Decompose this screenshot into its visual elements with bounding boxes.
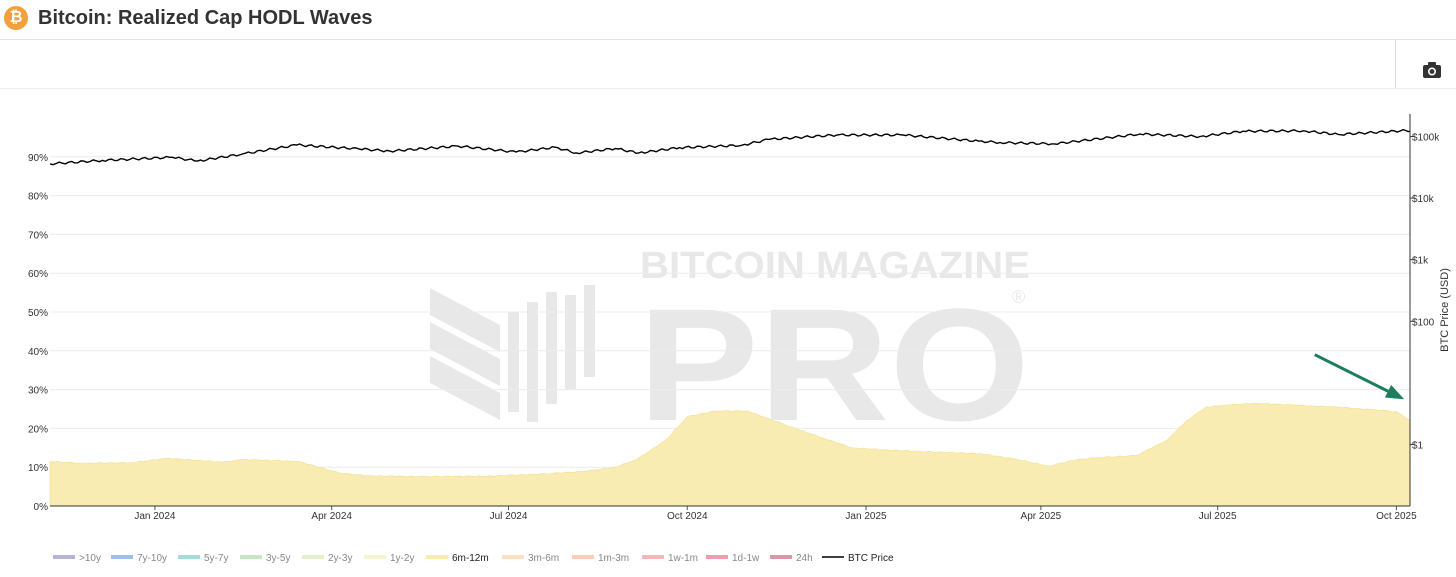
y-tick-label: 40% [28, 347, 48, 358]
legend-item[interactable]: 5y-7y [178, 553, 228, 564]
legend-label: 2y-3y [328, 553, 352, 564]
y-tick-label: 30% [28, 386, 48, 397]
legend-item[interactable]: 1y-2y [364, 553, 414, 564]
legend-item[interactable]: 24h [770, 553, 813, 564]
y-tick-label: 70% [28, 230, 48, 241]
legend-item[interactable]: BTC Price [822, 553, 894, 564]
legend-label: 6m-12m [452, 553, 489, 564]
series-layer [49, 128, 1411, 507]
y2-tick-label: $100k [1412, 133, 1440, 144]
annotation-arrow-shaft [1314, 353, 1389, 393]
legend-item[interactable]: >10y [53, 553, 101, 564]
watermark-registered-mark: ® [1012, 287, 1025, 307]
legend-label: 3y-5y [266, 553, 290, 564]
legend-item[interactable]: 6m-12m [426, 553, 489, 564]
annotation-arrow-head [1384, 385, 1405, 400]
btc-price-line [49, 128, 1411, 166]
legend-item[interactable]: 1w-1m [642, 553, 698, 564]
y2-axis-title: BTC Price (USD) [1439, 268, 1451, 352]
watermark-logo-icon [430, 285, 595, 422]
watermark-line1: BITCOIN MAGAZINE [640, 245, 1030, 287]
legend-item[interactable]: 3m-6m [502, 553, 559, 564]
camera-icon[interactable] [1421, 60, 1443, 80]
legend-label: 1m-3m [598, 553, 629, 564]
hodl-waves-chart: BITCOIN MAGAZINE PRO ® 0%10%20%30%40%50%… [28, 114, 1451, 564]
legend: >10y 7y-10y 5y-7y 3y-5y 2y-3y 1y-2y 6m-12m 3m-6… [53, 553, 894, 564]
toolbar-divider [1395, 40, 1396, 88]
legend-label: 5y-7y [204, 553, 228, 564]
y2-tick-label: $1k [1412, 256, 1429, 267]
legend-label: 7y-10y [137, 553, 167, 564]
legend-item[interactable]: 7y-10y [111, 553, 167, 564]
area-6m-12m [49, 402, 1411, 507]
y2-tick-label: $1 [1412, 440, 1424, 451]
legend-label: 3m-6m [528, 553, 559, 564]
page-title: Bitcoin: Realized Cap HODL Waves [38, 7, 373, 29]
legend-label: BTC Price [848, 553, 894, 564]
legend-label: 24h [796, 553, 813, 564]
y-tick-label: 20% [28, 424, 48, 435]
y2-tick-label: $10k [1412, 194, 1435, 205]
chart-toolbar [0, 40, 1456, 89]
y-tick-label: 10% [28, 463, 48, 474]
y-tick-label: 0% [34, 502, 49, 513]
x-tick-label: Jan 2024 [134, 511, 176, 522]
legend-item[interactable]: 2y-3y [302, 553, 352, 564]
legend-item[interactable]: 1d-1w [706, 553, 760, 564]
legend-label: 1w-1m [668, 553, 698, 564]
x-tick-label: Apr 2024 [311, 511, 352, 522]
y-tick-label: 90% [28, 153, 48, 164]
bitcoin-logo-icon: ₿ [4, 6, 28, 30]
x-tick-label: Jul 2024 [490, 511, 528, 522]
annotations [1314, 353, 1405, 400]
y-tick-label: 60% [28, 269, 48, 280]
legend-label: >10y [79, 553, 101, 564]
x-tick-label: Jul 2025 [1199, 511, 1237, 522]
y-tick-label: 80% [28, 192, 48, 203]
y-tick-label: 50% [28, 308, 48, 319]
legend-label: 1d-1w [732, 553, 760, 564]
legend-item[interactable]: 3y-5y [240, 553, 290, 564]
legend-item[interactable]: 1m-3m [572, 553, 629, 564]
legend-label: 1y-2y [390, 553, 414, 564]
x-tick-label: Oct 2024 [667, 511, 708, 522]
x-tick-label: Oct 2025 [1376, 511, 1417, 522]
x-tick-label: Apr 2025 [1021, 511, 1062, 522]
page-header: ₿ Bitcoin: Realized Cap HODL Waves [0, 0, 1456, 40]
y2-tick-label: $100 [1412, 317, 1435, 328]
x-tick-label: Jan 2025 [845, 511, 887, 522]
axes: 0% 10% 20% 30% 40% 50% 60% 70% 80% 90% Jan 2024 Apr… [28, 114, 1440, 522]
